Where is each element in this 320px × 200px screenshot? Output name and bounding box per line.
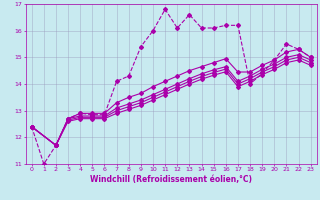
- X-axis label: Windchill (Refroidissement éolien,°C): Windchill (Refroidissement éolien,°C): [90, 175, 252, 184]
